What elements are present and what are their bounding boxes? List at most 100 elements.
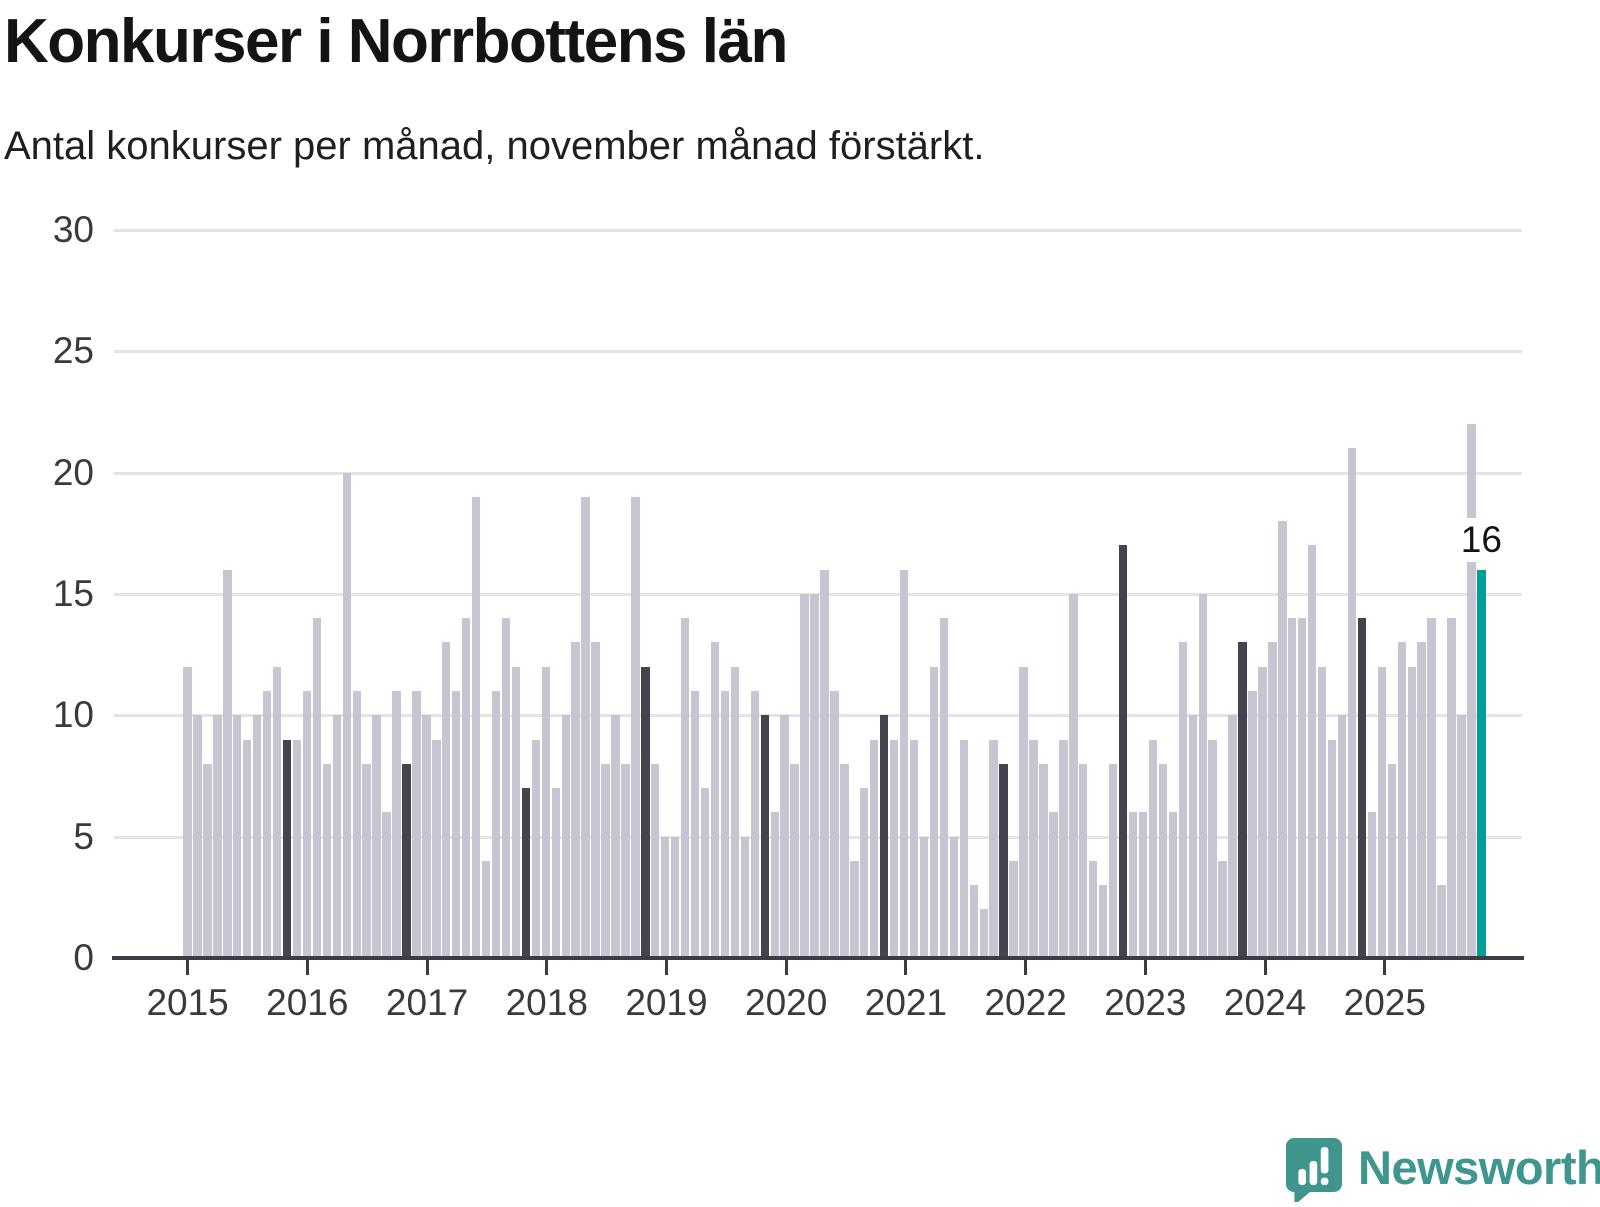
bar-month	[1128, 812, 1138, 958]
bar-month	[850, 860, 859, 958]
bar-month	[631, 496, 640, 958]
highlight-value-label: 16	[1448, 517, 1515, 562]
bar-month	[581, 496, 590, 958]
bar-month	[372, 715, 381, 958]
bar-month	[1278, 521, 1287, 958]
bar-month	[870, 739, 879, 958]
x-axis-label-2015: 2015	[146, 982, 229, 1023]
bar-month	[830, 691, 839, 958]
bar-month	[1049, 812, 1058, 958]
bar-month	[1327, 739, 1337, 958]
bar-month	[302, 691, 312, 958]
bar-month	[1098, 885, 1108, 958]
bar-month	[621, 763, 630, 958]
bar-month	[949, 836, 959, 958]
bar-month	[1248, 691, 1257, 958]
bar-month	[203, 763, 212, 958]
bar-month	[860, 788, 869, 958]
x-axis-label-2016: 2016	[266, 982, 349, 1023]
bar-month	[1108, 763, 1118, 958]
x-axis-tick-2023	[1143, 960, 1147, 975]
bar-month	[292, 739, 302, 958]
bar-month	[262, 691, 272, 958]
bar-month	[1447, 618, 1456, 958]
bar-november	[760, 715, 769, 958]
bar-month	[1387, 763, 1396, 958]
x-axis-label-2022: 2022	[984, 982, 1067, 1023]
bar-month	[1158, 763, 1168, 958]
bar-month	[452, 691, 461, 958]
bar-month	[661, 836, 670, 958]
bar-month	[332, 715, 341, 958]
gridline-30	[114, 228, 1522, 232]
bar-month	[700, 788, 710, 958]
bar-month	[243, 739, 252, 958]
bar-november	[1238, 642, 1247, 958]
bar-month	[1397, 642, 1406, 958]
bar-month	[730, 666, 740, 958]
bar-november	[999, 763, 1008, 958]
bar-month	[1258, 666, 1267, 958]
bar-month	[223, 569, 232, 958]
bar-month	[611, 715, 620, 958]
bar-month	[840, 763, 849, 958]
bar-month	[690, 691, 700, 958]
x-axis-label-2018: 2018	[505, 982, 588, 1023]
bar-month	[780, 715, 789, 958]
y-axis-label-25: 25	[52, 330, 94, 372]
bar-month	[1148, 739, 1158, 958]
bar-month	[591, 642, 600, 958]
x-axis-label-2019: 2019	[625, 982, 708, 1023]
bar-month	[1268, 642, 1277, 958]
y-axis-label-15: 15	[52, 572, 94, 614]
y-axis-label-10: 10	[52, 694, 94, 736]
bar-month	[193, 715, 202, 958]
bar-month	[820, 569, 829, 958]
bar-month	[213, 715, 222, 958]
bar-month	[1218, 860, 1227, 958]
x-axis-tick-2017	[425, 960, 429, 975]
bar-month	[1288, 618, 1297, 958]
bar-month	[1039, 763, 1048, 958]
bar-month	[1168, 812, 1178, 958]
bar-november	[880, 715, 889, 958]
bar-november	[402, 763, 411, 958]
bar-month	[1188, 715, 1197, 958]
bar-month	[531, 739, 541, 958]
bar-month	[740, 836, 750, 958]
bar-month	[750, 691, 759, 958]
bar-month	[1208, 739, 1217, 958]
x-axis-tick-2016	[305, 960, 309, 975]
bar-month	[1437, 885, 1446, 958]
x-axis-tick-2015	[186, 960, 190, 975]
y-axis-label-5: 5	[73, 815, 94, 857]
bar-month	[461, 618, 471, 958]
x-axis-tick-2019	[664, 960, 668, 975]
gridline-25	[114, 350, 1522, 354]
bar-november-highlight	[1477, 569, 1486, 958]
bar-month	[1337, 715, 1347, 958]
bar-month	[720, 691, 730, 958]
bar-month	[551, 788, 560, 958]
bar-month	[1019, 666, 1028, 958]
bar-month	[561, 715, 570, 958]
bar-month	[352, 691, 361, 958]
x-axis-label-2024: 2024	[1223, 982, 1307, 1023]
bar-month	[939, 618, 949, 958]
x-axis-label-2025: 2025	[1343, 982, 1426, 1023]
x-axis-label-2023: 2023	[1104, 982, 1187, 1023]
bar-month	[442, 642, 451, 958]
x-axis-tick-2024	[1263, 960, 1267, 975]
bar-month	[1417, 642, 1426, 958]
newsworthy-logo-icon	[1286, 1138, 1342, 1204]
bar-month	[1178, 642, 1187, 958]
bar-month	[601, 763, 610, 958]
bar-month	[899, 569, 909, 958]
chart-subtitle: Antal konkurser per månad, november måna…	[4, 124, 985, 168]
x-axis-label-2020: 2020	[745, 982, 828, 1023]
bar-month	[1228, 715, 1237, 958]
bar-month	[651, 763, 660, 958]
bar-month	[511, 666, 521, 958]
bar-month	[252, 715, 262, 958]
bar-month	[392, 691, 401, 958]
